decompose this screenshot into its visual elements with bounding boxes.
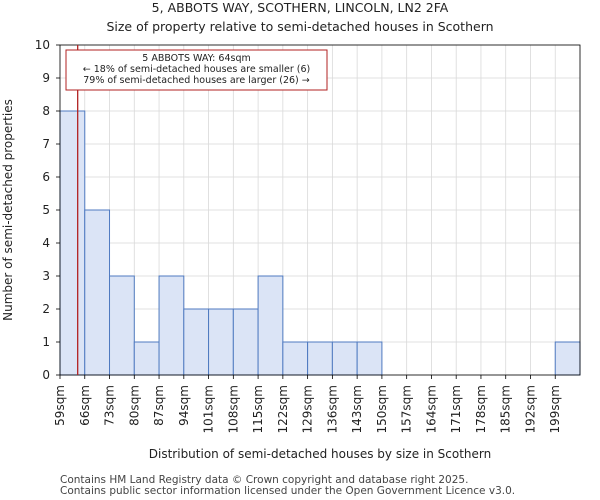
y-tick-label: 7	[42, 137, 50, 151]
y-tick-label: 6	[42, 170, 50, 184]
x-tick-label: 171sqm	[449, 385, 463, 433]
x-tick-label: 143sqm	[350, 385, 364, 433]
histogram-bar	[158, 275, 185, 376]
chart-title: 5, ABBOTS WAY, SCOTHERN, LINCOLN, LN2 2F…	[152, 0, 449, 15]
x-tick-label: 108sqm	[226, 385, 240, 433]
x-tick-label: 66sqm	[78, 385, 92, 426]
x-tick-label: 101sqm	[202, 385, 216, 433]
x-tick-label: 94sqm	[177, 385, 191, 426]
annotation-line-3: 79% of semi-detached houses are larger (…	[83, 75, 310, 86]
x-tick-label: 178sqm	[474, 385, 488, 433]
histogram-bar	[282, 341, 309, 376]
x-tick-label: 157sqm	[400, 385, 414, 433]
x-tick-label: 59sqm	[53, 385, 67, 426]
histogram-bar	[59, 110, 86, 376]
y-tick-label: 5	[42, 203, 50, 217]
chart-subtitle: Size of property relative to semi-detach…	[106, 19, 493, 34]
histogram-bar	[257, 275, 284, 376]
histogram-bar	[232, 308, 259, 376]
x-tick-label: 136sqm	[325, 385, 339, 433]
histogram-bar	[307, 341, 333, 376]
histogram-bar	[356, 341, 383, 376]
x-tick-label: 164sqm	[424, 385, 438, 433]
property-annotation: 5 ABBOTS WAY: 64sqm ← 18% of semi-detach…	[65, 49, 328, 91]
annotation-line-1: 5 ABBOTS WAY: 64sqm	[142, 53, 250, 64]
bars	[59, 110, 581, 376]
histogram-bar	[331, 341, 358, 376]
y-tick-label: 8	[42, 104, 50, 118]
x-tick-label: 199sqm	[548, 385, 562, 433]
histogram-bar	[133, 341, 160, 376]
annotation-line-2: ← 18% of semi-detached houses are smalle…	[83, 64, 311, 75]
histogram-bar	[183, 308, 210, 376]
annotation-box	[65, 49, 328, 91]
x-tick-label: 185sqm	[499, 385, 513, 433]
gridlines	[59, 44, 581, 376]
x-tick-label: 150sqm	[375, 385, 389, 433]
x-axis-label: Distribution of semi-detached houses by …	[149, 447, 491, 461]
x-tick-label: 80sqm	[127, 385, 141, 426]
x-tick-label: 129sqm	[301, 385, 315, 433]
histogram-bar	[109, 275, 135, 376]
x-axis-ticks: 59sqm 66sqm 73sqm 80sqm 87sqm 94sqm 101sqm 108s…	[53, 375, 562, 433]
y-axis-ticks: 0 1 2 3 4 5 6 7 8 9 10	[35, 38, 60, 382]
x-tick-label: 87sqm	[152, 385, 166, 426]
x-tick-label: 73sqm	[103, 385, 117, 426]
y-tick-label: 1	[42, 335, 50, 349]
x-tick-label: 192sqm	[523, 385, 537, 433]
y-tick-label: 2	[42, 302, 50, 316]
histogram-bar	[84, 209, 111, 376]
x-tick-label: 115sqm	[251, 385, 265, 433]
y-tick-label: 9	[42, 71, 50, 85]
y-tick-label: 3	[42, 269, 50, 283]
y-tick-label: 0	[42, 368, 50, 382]
histogram-bar	[208, 308, 234, 376]
histogram-bar	[554, 341, 581, 376]
y-axis-label: Number of semi-detached properties	[1, 99, 15, 321]
y-tick-label: 10	[35, 38, 50, 52]
footer-licence: Contains public sector information licen…	[60, 485, 516, 497]
y-tick-label: 4	[42, 236, 50, 250]
x-tick-label: 122sqm	[276, 385, 290, 433]
footer-copyright: Contains HM Land Registry data © Crown c…	[60, 474, 469, 486]
